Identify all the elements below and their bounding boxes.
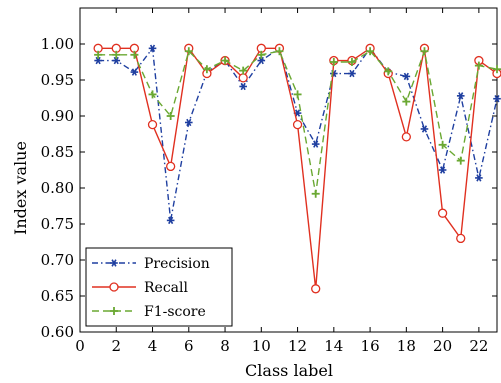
data-point-f1-score <box>293 90 302 99</box>
y-tick-label: 0.90 <box>41 107 74 125</box>
data-point-f1-score <box>221 56 230 65</box>
data-point-recall <box>456 233 466 244</box>
legend-label: Recall <box>144 280 188 296</box>
data-point-recall <box>147 119 158 130</box>
data-point-precision <box>94 56 102 65</box>
x-axis-label: Class label <box>245 361 333 380</box>
data-point-recall <box>437 208 448 218</box>
x-tick-label: 22 <box>469 337 488 355</box>
data-point-precision <box>420 125 429 133</box>
y-tick-label: 0.65 <box>41 287 74 305</box>
data-point-precision <box>239 82 247 91</box>
data-point-precision <box>148 44 157 53</box>
y-axis-label: Index value <box>11 141 30 235</box>
data-point-recall <box>292 119 303 130</box>
data-point-f1-score <box>438 140 447 149</box>
y-tick-label: 0.75 <box>41 215 74 233</box>
y-axis: 0.60 0.65 0.70 0.75 0.80 0.85 0.90 0.95 1.00 <box>41 35 497 341</box>
series-line-precision <box>98 46 498 221</box>
data-point-precision <box>130 68 139 76</box>
data-point-f1-score <box>347 58 356 66</box>
data-point-recall <box>166 161 176 172</box>
data-point-precision <box>311 140 320 148</box>
data-point-precision <box>348 69 356 78</box>
data-point-f1-score <box>456 156 465 165</box>
legend-marker <box>110 259 118 267</box>
x-tick-label: 6 <box>184 337 194 355</box>
data-point-precision <box>475 174 483 182</box>
x-tick-label: 16 <box>361 337 380 355</box>
data-point-f1-score <box>474 61 483 70</box>
legend-marker <box>110 307 118 315</box>
legend-marker <box>109 282 119 292</box>
data-point-f1-score <box>112 50 121 59</box>
data-point-f1-score <box>148 90 157 99</box>
data-point-recall <box>311 284 321 294</box>
y-tick-label: 0.85 <box>41 143 74 161</box>
data-point-precision <box>493 95 501 103</box>
data-point-precision <box>402 72 411 81</box>
data-point-f1-score <box>166 112 175 120</box>
data-point-f1-score <box>184 47 193 56</box>
legend-item-f1-score: F1-score <box>92 304 206 320</box>
data-point-f1-score <box>257 50 266 59</box>
legend-label: F1-score <box>144 304 206 320</box>
x-tick-label: 18 <box>397 337 416 355</box>
legend-item-precision: Precision <box>92 256 210 272</box>
data-point-precision <box>166 216 175 225</box>
y-tick-label: 0.60 <box>41 323 74 341</box>
y-tick-label: 0.95 <box>41 71 74 89</box>
x-axis: 0 2 4 6 8 10 12 14 16 18 20 22 <box>75 8 488 355</box>
y-tick-label: 0.80 <box>41 179 74 197</box>
data-point-recall <box>238 73 248 83</box>
data-point-f1-score <box>130 50 139 59</box>
x-tick-label: 14 <box>324 337 343 355</box>
data-point-f1-score <box>366 47 375 56</box>
series-layer <box>93 43 501 294</box>
data-point-f1-score <box>94 50 103 59</box>
legend-item-recall: Recall <box>92 280 188 296</box>
data-point-f1-score <box>202 65 211 74</box>
data-point-f1-score <box>384 67 393 76</box>
data-point-recall <box>401 132 411 142</box>
y-tick-label: 1.00 <box>41 35 74 53</box>
x-tick-label: 8 <box>220 337 230 355</box>
plot-area <box>79 7 498 333</box>
y-tick-label: 0.70 <box>41 251 74 269</box>
x-tick-label: 0 <box>75 337 85 355</box>
plot-frame <box>79 7 498 333</box>
x-tick-label: 20 <box>433 337 452 355</box>
data-point-f1-score <box>239 66 248 75</box>
data-point-f1-score <box>329 58 338 66</box>
legend: Precision Recall F1-score <box>85 247 233 327</box>
data-point-precision <box>438 166 447 174</box>
data-point-f1-score <box>420 47 429 56</box>
data-point-f1-score <box>402 97 411 106</box>
series-f1-score <box>94 47 501 198</box>
data-point-f1-score <box>275 47 284 56</box>
x-tick-label: 10 <box>252 337 271 355</box>
data-point-precision <box>112 56 121 65</box>
data-point-precision <box>184 118 193 127</box>
x-tick-label: 12 <box>288 337 307 355</box>
data-point-precision <box>456 92 465 100</box>
data-point-f1-score <box>493 65 501 74</box>
data-point-f1-score <box>311 189 320 198</box>
series-precision <box>94 44 501 225</box>
x-tick-label: 4 <box>148 337 158 355</box>
x-tick-label: 2 <box>111 337 121 355</box>
legend-label: Precision <box>144 256 210 272</box>
data-point-precision <box>257 56 266 65</box>
